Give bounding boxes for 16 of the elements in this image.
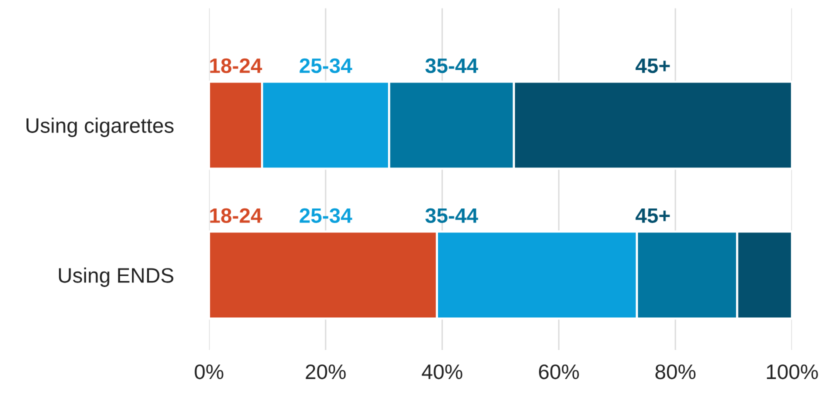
y-tick-label: Using cigarettes — [26, 118, 174, 138]
text: 18-24 — [210, 58, 262, 74]
series-label: 35-44 — [425, 58, 478, 74]
series-label: 45+ — [636, 58, 670, 74]
x-tick-label: 20% — [306, 364, 346, 380]
x-tick-label: 0% — [194, 364, 224, 380]
series-label: 18-24 — [210, 208, 262, 223]
text: 45+ — [636, 208, 670, 223]
x-tick-label: 100% — [766, 364, 818, 380]
text: 35-44 — [425, 208, 478, 224]
text: 25-34 — [300, 208, 352, 224]
x-tick-label: 60% — [539, 364, 579, 380]
series-label: 25-34 — [300, 58, 352, 74]
y-tick-label: Using ENDS — [58, 268, 174, 287]
x-tick-label: 80% — [655, 364, 696, 380]
x-tick-label: 40% — [422, 364, 462, 380]
